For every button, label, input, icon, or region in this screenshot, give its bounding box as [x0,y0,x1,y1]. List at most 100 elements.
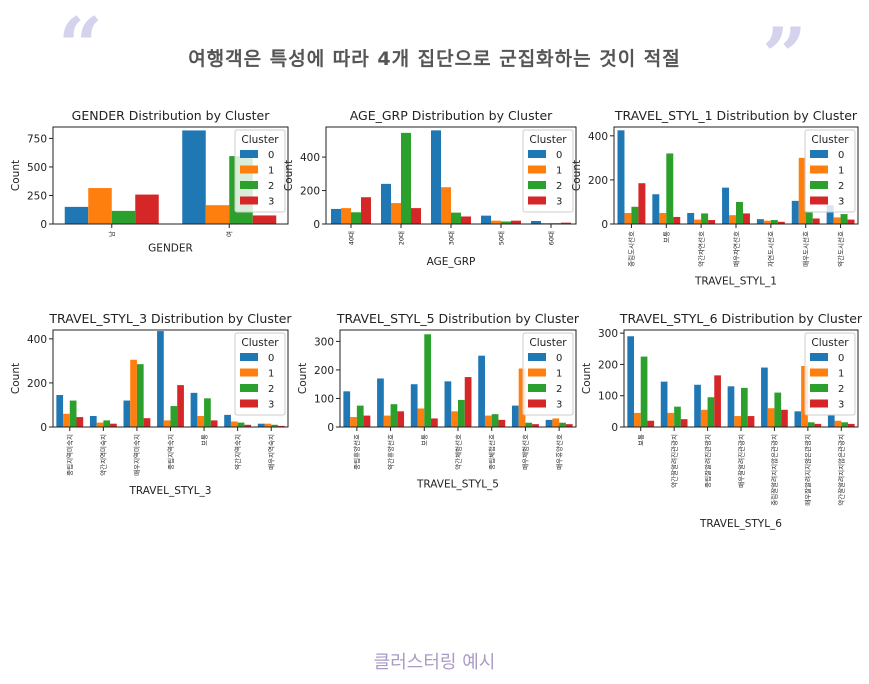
y-tick-label: 200 [314,365,334,377]
bar-cluster-0 [761,367,768,427]
bar-cluster-3 [210,420,218,427]
y-tick-label: 100 [314,393,334,405]
bar-cluster-0 [794,411,802,427]
bar-cluster-0 [545,419,553,427]
chart-title: TRAVEL_STYL_5 Distribution by Cluster [336,311,580,326]
bar-cluster-3 [708,220,716,224]
legend-swatch-1 [810,368,828,377]
bar-cluster-3 [397,411,405,427]
x-tick-label: 매우잘알려진관광지 [736,434,745,488]
bar-cluster-0 [190,392,198,427]
bar-cluster-1 [451,411,458,427]
bar-cluster-1 [729,215,736,224]
legend: Cluster 0 1 2 3 [234,129,286,213]
bar-cluster-2 [741,387,748,427]
x-axis-label: TRAVEL_STYL_5 [416,479,499,491]
bar-cluster-3 [680,419,688,427]
legend: Cluster 0 1 2 3 [234,332,286,416]
x-axis-label: TRAVEL_STYL_6 [699,518,782,530]
legend-swatch-3 [528,399,546,408]
bar-cluster-1 [624,212,632,224]
bar-cluster-2 [770,220,778,224]
x-tick-label: 자연도시선호 [766,231,775,267]
bar-cluster-1 [552,418,560,427]
legend-label-0: 0 [268,150,274,161]
bar-cluster-1 [230,421,238,427]
bar-cluster-3 [252,215,277,224]
bar-cluster-2 [204,398,211,427]
bar-cluster-3 [363,415,371,427]
bar-cluster-2 [69,400,77,427]
y-tick-label: 200 [598,359,618,371]
x-tick-label: 매우체험선호 [521,434,530,470]
bar-cluster-1 [734,416,741,427]
legend-label-2: 2 [556,384,562,395]
legend-title: Cluster [241,337,279,349]
bar-cluster-2 [491,414,499,427]
bar-cluster-2 [707,397,715,427]
bar-cluster-0 [331,208,341,224]
bar-cluster-3 [411,208,421,224]
bar-cluster-1 [763,220,771,224]
legend-swatch-3 [810,399,828,408]
x-tick-label: 약간지역숙지 [233,434,242,470]
bar-cluster-2 [631,206,639,224]
legend-swatch-3 [240,399,258,408]
bar-cluster-1 [417,408,425,427]
bar-cluster-3 [565,424,573,427]
bar-cluster-0 [627,336,635,427]
bar-cluster-2 [271,424,278,427]
legend-label-1: 1 [268,166,274,177]
legend-swatch-0 [240,353,258,361]
legend-swatch-0 [810,150,828,158]
legend-label-1: 1 [556,369,562,380]
bar-cluster-0 [257,423,265,427]
x-tick-label: 중립휴양선호 [352,434,361,470]
bar-cluster-2 [674,406,681,427]
bar-cluster-1 [491,220,501,224]
x-tick-label: 보통 [637,434,645,446]
bar-cluster-3 [143,418,151,427]
legend-swatch-2 [810,181,828,189]
legend: Cluster 0 1 2 3 [804,129,856,213]
bar-cluster-3 [461,216,471,224]
x-tick-label: 약간도시선호 [836,231,845,267]
legend-label-3: 3 [838,197,844,208]
bar-cluster-1 [667,412,675,427]
bar-cluster-3 [498,419,506,427]
bar-cluster-3 [361,197,371,224]
bar-cluster-0 [157,331,164,427]
chart-panel-2: AGE_GRP Distribution by Cluster 0 200 400 Co… [283,108,577,268]
legend-swatch-2 [528,181,546,189]
x-tick-label: 매우휴양선호 [554,434,563,470]
y-tick-label: 0 [40,422,47,434]
y-tick-label: 0 [611,422,618,434]
y-tick-label: 300 [598,328,618,340]
bar-cluster-1 [350,417,357,427]
x-tick-label: 40대 [347,231,355,245]
x-tick-label: 중립잘알려지지않은관광지 [770,434,779,506]
y-tick-label: 200 [300,186,320,198]
x-tick-label: 60대 [547,231,555,245]
x-tick-label: 매우지역숙지 [267,434,276,470]
bar-cluster-2 [451,212,461,224]
legend-swatch-0 [528,150,546,158]
chart-title: TRAVEL_STYL_6 Distribution by Cluster [619,311,863,326]
bar-cluster-1 [341,208,351,224]
legend-label-0: 0 [556,150,562,161]
legend-title: Cluster [811,134,849,146]
bar-cluster-3 [464,377,472,427]
chart-title: GENDER Distribution by Cluster [72,108,271,123]
legend-swatch-3 [528,196,546,205]
bar-cluster-2 [111,210,136,224]
legend-label-0: 0 [556,353,562,364]
bar-cluster-3 [244,424,252,427]
y-tick-label: 250 [27,190,47,202]
bar-cluster-0 [687,212,695,224]
legend-label-2: 2 [838,181,844,192]
chart-title: TRAVEL_STYL_3 Distribution by Cluster [48,311,292,326]
bar-cluster-0 [722,187,730,225]
legend-label-2: 2 [268,181,274,192]
x-tick-label: 보통 [200,434,208,446]
chart-panel-6: TRAVEL_STYL_6 Distribution by Cluster010… [581,311,863,530]
